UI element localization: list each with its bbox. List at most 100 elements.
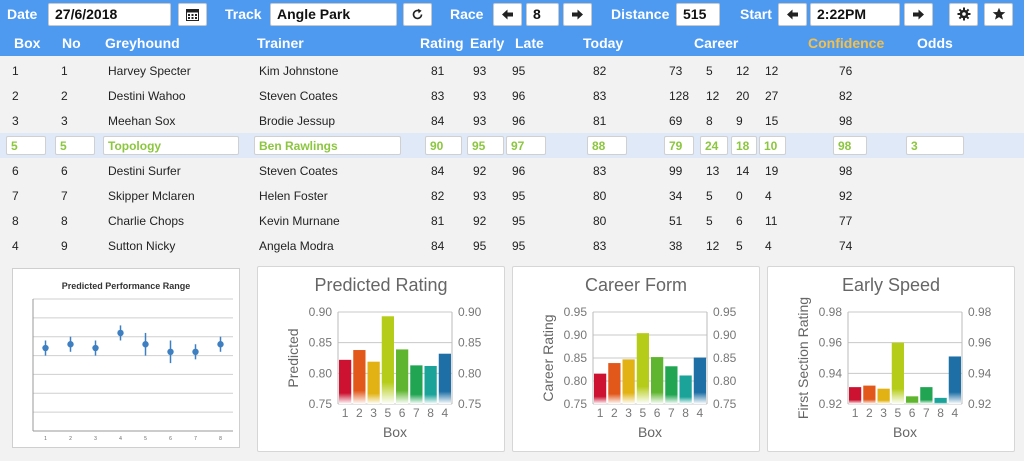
start-next-button[interactable] <box>904 3 933 26</box>
cell-box[interactable]: 5 <box>6 136 46 155</box>
cell-greyhound[interactable]: Topology <box>103 136 239 155</box>
x-tick-label: 2 <box>611 406 618 420</box>
table-row[interactable]: 2 2 Destini Wahoo Steven Coates 83 93 96 83 128 1… <box>0 83 1024 108</box>
refresh-button[interactable] <box>403 3 432 26</box>
cell-confidence[interactable]: 98 <box>833 136 867 155</box>
cell-greyhound: Harvey Specter <box>108 64 191 78</box>
settings-button[interactable] <box>949 3 978 26</box>
table-row[interactable]: 3 3 Meehan Sox Brodie Jessup 84 93 96 81 69 8 9 15 9… <box>0 108 1024 133</box>
col-greyhound[interactable]: Greyhound <box>105 35 180 51</box>
track-field[interactable]: Angle Park <box>270 3 397 26</box>
col-early[interactable]: Early <box>470 35 505 51</box>
y-axis-label: Career Rating <box>540 314 556 401</box>
cell-odds[interactable]: 3 <box>906 136 964 155</box>
y-tick-label-left: 0.80 <box>564 374 588 388</box>
cell-late[interactable]: 97 <box>506 136 546 155</box>
x-tick-label: 8 <box>937 406 944 420</box>
col-odds[interactable]: Odds <box>917 35 953 51</box>
table-row[interactable]: 7 7 Skipper Mclaren Helen Foster 82 93 95 80 34 5… <box>0 183 1024 208</box>
bar <box>622 359 635 404</box>
cell-early: 95 <box>473 239 487 253</box>
race-field[interactable]: 8 <box>526 3 559 26</box>
cell-rating[interactable]: 90 <box>425 136 462 155</box>
gear-icon <box>957 7 970 21</box>
bar <box>849 387 862 404</box>
bar <box>339 359 352 404</box>
x-tick-label: 6 <box>909 406 916 420</box>
favorite-button[interactable] <box>984 3 1013 26</box>
cell-career-wins: 5 <box>706 189 713 203</box>
cell-trainer: Kevin Murnane <box>259 214 340 228</box>
cell-today[interactable]: 88 <box>587 136 627 155</box>
cell-career-starts: 51 <box>669 214 683 228</box>
date-field[interactable]: 27/6/2018 <box>48 3 171 26</box>
bar <box>934 397 947 404</box>
y-tick-label-left: 0.94 <box>819 366 843 380</box>
cell-career-thirds: 19 <box>765 164 779 178</box>
x-tick-label: 4 <box>119 436 122 442</box>
col-box[interactable]: Box <box>14 35 41 51</box>
race-next-button[interactable] <box>563 3 592 26</box>
y-tick-label-right: 0.92 <box>968 397 992 411</box>
cell-no: 9 <box>61 239 68 253</box>
cell-no[interactable]: 5 <box>55 136 95 155</box>
cell-early: 93 <box>473 114 487 128</box>
bar <box>693 357 706 404</box>
cell-career-seconds[interactable]: 18 <box>731 136 757 155</box>
bar <box>424 365 437 404</box>
arrow-right-icon <box>572 9 583 20</box>
runners-table: 1 1 Harvey Specter Kim Johnstone 81 93 95 82 73 5… <box>0 58 1024 258</box>
y-tick-label-right: 0.80 <box>713 374 737 388</box>
calendar-button[interactable] <box>178 3 207 26</box>
cell-career-wins[interactable]: 24 <box>700 136 728 155</box>
cell-rating: 82 <box>431 189 445 203</box>
cell-confidence: 82 <box>839 89 853 103</box>
cell-early: 92 <box>473 164 487 178</box>
col-career[interactable]: Career <box>694 35 739 51</box>
race-prev-button[interactable] <box>493 3 522 26</box>
start-time-field[interactable]: 2:22PM <box>810 3 900 26</box>
cell-career-starts[interactable]: 79 <box>664 136 694 155</box>
predicted-rating-chart: 0.90 0.90 0.85 0.85 0.80 0.80 0.75 0.75 1 2 3 5 6 7 8 4… <box>285 305 482 440</box>
x-tick-label: 7 <box>413 406 420 420</box>
cell-confidence: 98 <box>839 114 853 128</box>
cell-greyhound: Charlie Chops <box>108 214 185 228</box>
table-row[interactable]: 6 6 Destini Surfer Steven Coates 84 92 96 83 99 1… <box>0 158 1024 183</box>
y-tick-label-right: 0.80 <box>458 366 482 380</box>
cell-late: 96 <box>512 114 526 128</box>
col-late[interactable]: Late <box>515 35 544 51</box>
cell-rating: 83 <box>431 89 445 103</box>
x-tick-label: 4 <box>697 406 704 420</box>
cell-trainer[interactable]: Ben Rawlings <box>254 136 401 155</box>
cell-greyhound: Destini Surfer <box>108 164 181 178</box>
distance-field[interactable]: 515 <box>676 3 720 26</box>
cell-career-seconds: 12 <box>736 64 750 78</box>
x-tick-label: 2 <box>356 406 363 420</box>
table-row[interactable]: 1 1 Harvey Specter Kim Johnstone 81 93 95 82 73 5… <box>0 58 1024 83</box>
cell-confidence: 98 <box>839 164 853 178</box>
cell-early[interactable]: 95 <box>467 136 504 155</box>
cell-early: 92 <box>473 214 487 228</box>
cell-box: 8 <box>12 214 19 228</box>
col-today[interactable]: Today <box>583 35 624 51</box>
bar <box>438 353 451 404</box>
cell-career-thirds[interactable]: 10 <box>759 136 786 155</box>
table-row[interactable]: 4 9 Sutton Nicky Angela Modra 84 95 95 83 38 12 5 4… <box>0 233 1024 258</box>
col-no[interactable]: No <box>62 35 81 51</box>
cell-today: 82 <box>593 64 607 78</box>
start-prev-button[interactable] <box>778 3 807 26</box>
col-confidence[interactable]: Confidence <box>808 35 885 51</box>
x-tick-label: 3 <box>370 406 377 420</box>
cell-today: 83 <box>593 89 607 103</box>
y-tick-label-right: 0.85 <box>458 336 482 350</box>
cell-career-wins: 12 <box>706 89 720 103</box>
career-form-chart: 0.95 0.95 0.90 0.90 0.85 0.85 0.80 0.80 0.75 0.75… <box>540 305 737 440</box>
table-row[interactable]: 8 8 Charlie Chops Kevin Murnane 81 92 95 80 51 5 6… <box>0 208 1024 233</box>
table-row[interactable]: 5 5 Topology Ben Rawlings 90 95 97 88 79 24 18 10 98… <box>0 133 1024 158</box>
col-trainer[interactable]: Trainer <box>257 35 304 51</box>
bar <box>608 363 621 404</box>
x-tick-label: 1 <box>852 406 859 420</box>
cell-career-starts: 99 <box>669 164 683 178</box>
col-rating[interactable]: Rating <box>420 35 464 51</box>
bar <box>594 373 607 404</box>
